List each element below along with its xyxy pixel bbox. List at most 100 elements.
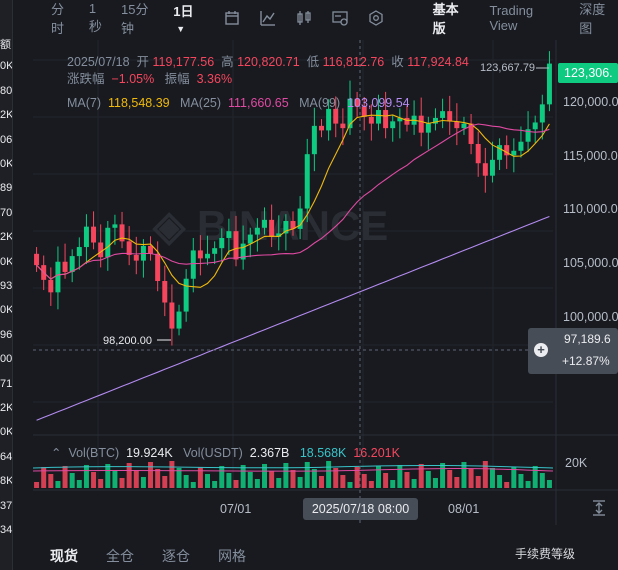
candle-body bbox=[418, 115, 424, 133]
ma99-label: MA(99) bbox=[299, 96, 341, 110]
volume-bar bbox=[368, 481, 374, 488]
view-depth[interactable]: 深度图 bbox=[579, 2, 606, 36]
timeframe-1d[interactable]: 1日 ▼ bbox=[173, 1, 205, 35]
candle-body bbox=[55, 261, 61, 293]
volume-bar bbox=[546, 480, 552, 488]
ma25-value: 111,660.65 bbox=[227, 96, 289, 110]
volume-bar bbox=[290, 470, 296, 488]
volume-bar bbox=[390, 480, 396, 488]
amplitude-label: 振幅 bbox=[164, 72, 190, 86]
collapse-icon[interactable]: ⌃ bbox=[51, 446, 62, 460]
volume-bar bbox=[375, 466, 381, 488]
kline-chart[interactable]: ◈ BINANCE 120,000.0 115,000.0 110,000.0 105,… bbox=[33, 40, 618, 525]
market-list-value: 80 bbox=[0, 84, 13, 97]
candle-body bbox=[205, 253, 211, 259]
tab-isolated[interactable]: 逐仓 bbox=[162, 548, 190, 564]
change-value: −1.05% bbox=[111, 72, 155, 86]
candle-body bbox=[240, 243, 246, 260]
crosshair-price: 97,189.6 bbox=[564, 332, 611, 346]
volume-bar bbox=[176, 468, 182, 488]
time-tick-label: 07/01 bbox=[220, 502, 251, 516]
candle-body bbox=[304, 154, 310, 209]
volume-bar bbox=[98, 479, 104, 488]
candle-body bbox=[340, 123, 346, 129]
gear-icon[interactable] bbox=[367, 9, 385, 27]
volume-bar bbox=[91, 472, 97, 488]
candle-body bbox=[126, 241, 132, 255]
timeframe-1s[interactable]: 1秒 bbox=[88, 1, 102, 34]
kline-svg[interactable]: ◈ BINANCE120,000.0115,000.0110,000.0105,… bbox=[33, 40, 618, 525]
candle-body bbox=[183, 278, 189, 312]
candle-body bbox=[454, 121, 460, 129]
price-tick-label: 115,000.0 bbox=[563, 149, 618, 163]
candle-body bbox=[532, 122, 538, 130]
volume-bar bbox=[326, 461, 332, 488]
layout-settings-icon[interactable] bbox=[331, 9, 349, 27]
volume-bar bbox=[148, 462, 154, 488]
candle-body bbox=[390, 121, 396, 129]
volume-bar bbox=[532, 466, 538, 488]
candle-body bbox=[319, 125, 324, 131]
candle-body bbox=[283, 220, 289, 234]
ma99-line bbox=[36, 215, 550, 421]
candle-body bbox=[254, 227, 260, 235]
candle-body bbox=[404, 117, 410, 125]
candle-body bbox=[69, 256, 75, 272]
view-basic[interactable]: 基本版 bbox=[432, 2, 459, 36]
legend-date: 2025/07/18 bbox=[67, 55, 130, 69]
chevron-down-icon: ▼ bbox=[176, 24, 186, 34]
volume-bar bbox=[418, 464, 424, 488]
price-tick-label: 110,000.0 bbox=[563, 202, 618, 216]
volume-bar bbox=[425, 471, 431, 488]
volume-bar bbox=[48, 474, 54, 488]
market-list-value: 96 bbox=[0, 328, 13, 341]
candle-body bbox=[347, 98, 353, 129]
time-tick-label: 08/01 bbox=[448, 502, 479, 516]
candle-body bbox=[112, 224, 118, 228]
tab-grid[interactable]: 网格 bbox=[218, 548, 246, 564]
timeframe-time-sharing[interactable]: 分时 bbox=[51, 2, 65, 36]
volume-bar bbox=[276, 478, 282, 488]
ma7-value: 118,548.39 bbox=[107, 96, 170, 110]
timeframe-15m[interactable]: 15分钟 bbox=[121, 2, 149, 36]
volume-bar bbox=[83, 465, 89, 488]
volume-bar bbox=[219, 466, 225, 488]
candle-body bbox=[383, 110, 389, 129]
market-list-value: 64 bbox=[0, 450, 13, 463]
high-value: 120,820.71 bbox=[237, 55, 300, 69]
candle-body bbox=[34, 253, 40, 266]
vol-btc-value: 19.924K bbox=[126, 446, 173, 460]
candle-body bbox=[62, 261, 68, 272]
tab-cross[interactable]: 全仓 bbox=[106, 548, 134, 564]
view-trading-view[interactable]: Trading View bbox=[489, 3, 534, 33]
volume-bar bbox=[319, 476, 324, 488]
low-label: 低 bbox=[306, 55, 320, 69]
tab-spot[interactable]: 现货 bbox=[50, 548, 78, 564]
candle-body bbox=[375, 110, 381, 124]
add-order-icon[interactable]: + bbox=[534, 343, 548, 357]
volume-bar bbox=[212, 481, 218, 488]
candle-body bbox=[368, 116, 374, 124]
candle-body bbox=[518, 141, 524, 151]
candle-body bbox=[447, 111, 453, 122]
volume-bar bbox=[76, 480, 82, 488]
market-list-value: 2K bbox=[0, 109, 13, 122]
change-legend: 涨跌幅 −1.05% 振幅 3.36% bbox=[67, 68, 232, 87]
candle-body bbox=[105, 227, 111, 258]
volume-bar bbox=[62, 466, 68, 488]
fee-level-watermark: 手续费等级 bbox=[515, 547, 576, 561]
volume-bar bbox=[283, 463, 289, 488]
volume-bar bbox=[404, 472, 410, 488]
indicator-icon[interactable] bbox=[259, 9, 277, 27]
expand-icon[interactable] bbox=[590, 499, 608, 517]
candle-settings-icon[interactable] bbox=[223, 9, 241, 27]
amplitude-value: 3.36% bbox=[196, 72, 233, 86]
order-type-tabs: 现货 全仓 逐仓 网格 bbox=[50, 546, 274, 566]
chart-type-icon[interactable] bbox=[295, 9, 313, 27]
volume-bar bbox=[489, 468, 495, 488]
candle-body bbox=[176, 311, 182, 329]
crosshair-price-tag: + 97,189.6 +12.87% bbox=[528, 328, 618, 374]
candle-body bbox=[76, 247, 82, 257]
volume-bar bbox=[475, 476, 481, 488]
candle-body bbox=[440, 111, 446, 118]
